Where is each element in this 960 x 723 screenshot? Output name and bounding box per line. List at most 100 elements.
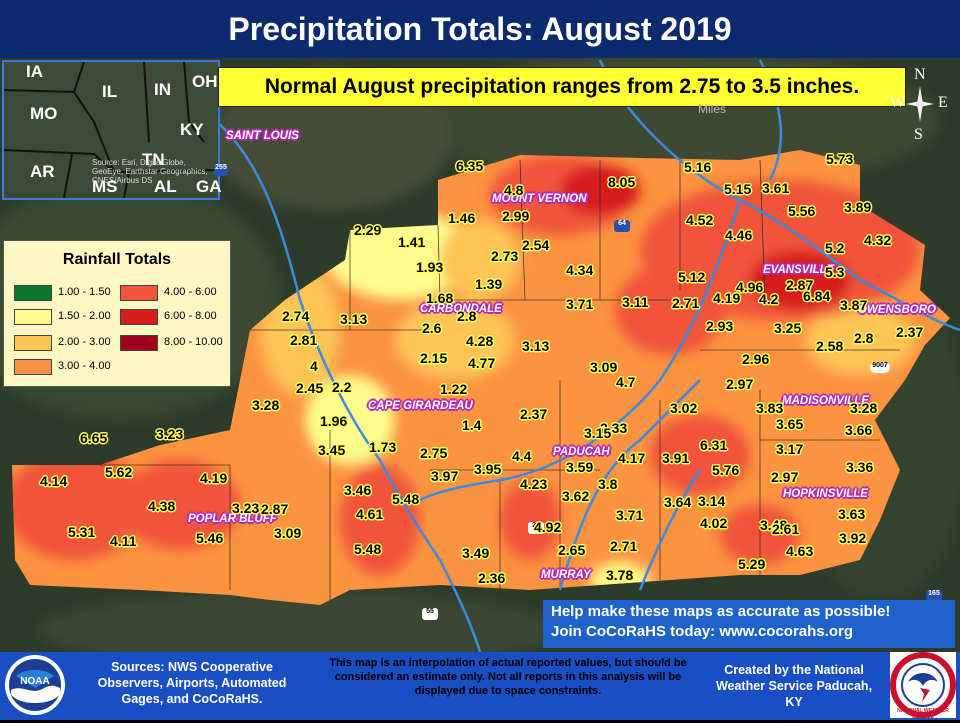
compass-s: S [914, 126, 923, 143]
rainfall-value: 5.76 [712, 462, 740, 478]
cocorahs-banner[interactable]: Help make these maps as accurate as poss… [543, 600, 955, 648]
rainfall-value: 3.62 [562, 488, 590, 504]
rainfall-value: 3.64 [664, 494, 692, 510]
rainfall-value: 4.17 [618, 450, 646, 466]
rainfall-value: 2.99 [502, 208, 530, 224]
rainfall-value: 5.15 [724, 181, 752, 197]
rainfall-value: 1.73 [369, 439, 397, 455]
highway-shield-icon: 255 [214, 164, 228, 176]
rainfall-value: 3.48 [760, 517, 788, 533]
rainfall-value: 3.92 [839, 530, 867, 546]
legend-label: 1.00 - 1.50 [58, 286, 111, 298]
rainfall-value: 5.56 [788, 203, 816, 219]
rainfall-value: 4.19 [713, 290, 741, 306]
rainfall-value: 5.62 [105, 464, 133, 480]
rainfall-value: 2.37 [896, 324, 924, 340]
rainfall-value: 4.61 [356, 506, 384, 522]
rainfall-value: 2.71 [610, 538, 638, 554]
rainfall-value: 3.28 [850, 400, 878, 416]
rainfall-value: 2.8 [457, 308, 477, 324]
nws-logo-text: NATIONAL WEATHER SERVICE [897, 708, 949, 720]
rainfall-value: 2.2 [332, 379, 352, 395]
rainfall-value: 4.77 [468, 355, 496, 371]
legend-swatch [14, 309, 52, 325]
city-label: SAINT LOUIS [226, 130, 299, 142]
rainfall-value: 3.14 [698, 493, 726, 509]
rainfall-value: 2.65 [558, 542, 586, 558]
highway-shield-icon: 55 [422, 608, 438, 620]
rainfall-value: 2.15 [420, 350, 448, 366]
rainfall-value: 4.32 [864, 232, 892, 248]
legend-label: 2.00 - 3.00 [58, 336, 111, 348]
rainfall-value: 3.95 [474, 461, 502, 477]
inset-state-label: GA [196, 177, 222, 196]
footer-sources: Sources: NWS Cooperative Observers, Airp… [97, 660, 287, 706]
rainfall-value: 3.97 [431, 468, 459, 484]
legend-label: 1.50 - 2.00 [58, 310, 111, 322]
noaa-logo-graphic [5, 655, 65, 715]
rainfall-value: 4.02 [700, 515, 728, 531]
rainfall-value: 2.54 [522, 237, 550, 253]
rainfall-value: 3.71 [566, 296, 594, 312]
page-title: Precipitation Totals: August 2019 [0, 0, 960, 58]
noaa-logo-text: NOAA [20, 676, 50, 687]
rainfall-value: 4.92 [534, 519, 562, 535]
rainfall-value: 2.97 [771, 469, 799, 485]
compass-n: N [914, 66, 926, 83]
rainfall-value: 5.73 [826, 151, 854, 167]
rainfall-value: 4 [310, 358, 318, 374]
compass-e: E [938, 94, 948, 111]
inset-state-label: AR [30, 162, 55, 181]
scale-bar-label: Miles [698, 102, 727, 116]
rainfall-value: 5.12 [678, 269, 706, 285]
inset-state-label: IN [154, 80, 171, 99]
rainfall-value: 4.38 [148, 498, 176, 514]
rainfall-value: 6.65 [80, 430, 108, 446]
inset-state-label: IA [26, 62, 43, 81]
inset-locator-map: IA IL IN OH MO KY AR TN MS AL GA Source:… [2, 60, 222, 200]
rainfall-value: 1.22 [440, 381, 468, 397]
rainfall-value: 4.52 [686, 212, 714, 228]
legend-swatch [14, 285, 52, 301]
rainfall-value: 2.96 [742, 351, 770, 367]
city-label: CAPE GIRARDEAU [368, 400, 473, 412]
cocorahs-line1: Help make these maps as accurate as poss… [551, 603, 891, 620]
footer-disclaimer: This map is an interpolation of actual r… [329, 657, 687, 697]
rainfall-value: 4.46 [725, 227, 753, 243]
rainfall-value: 2.71 [672, 295, 700, 311]
rainfall-value: 4.63 [786, 543, 814, 559]
rainfall-value: 2.93 [706, 318, 734, 334]
rainfall-value: 1.46 [448, 210, 476, 226]
rainfall-value: 4.2 [759, 291, 779, 307]
nws-logo-graphic [890, 652, 956, 718]
rainfall-value: 3.66 [845, 422, 873, 438]
inset-state-label: TN [142, 150, 165, 169]
rainfall-value: 5.16 [684, 159, 712, 175]
rainfall-value: 3.28 [252, 397, 280, 413]
rainfall-value: 2.36 [478, 570, 506, 586]
rainfall-value: 3.71 [616, 507, 644, 523]
city-label: EVANSVILLE [763, 264, 835, 276]
rainfall-value: 8.05 [608, 174, 636, 190]
rainfall-value: 5.29 [738, 556, 766, 572]
cocorahs-link[interactable]: Join CoCoRaHS today: www.cocorahs.org [551, 623, 853, 640]
rainfall-value: 4.34 [566, 262, 594, 278]
nws-logo: NATIONAL WEATHER SERVICE [890, 652, 956, 720]
rainfall-value: 3.89 [844, 199, 872, 215]
compass-rose-icon: N S E W [890, 64, 956, 144]
rainfall-value: 3.83 [756, 400, 784, 416]
rainfall-value: 2.73 [491, 248, 519, 264]
rainfall-value: 3.25 [774, 320, 802, 336]
rainfall-value: 4.8 [504, 182, 524, 198]
rainfall-value: 5.31 [68, 524, 96, 540]
footer-credit: Created by the National Weather Service … [715, 663, 873, 709]
rainfall-value: 2.6 [422, 320, 442, 336]
legend-label: 8.00 - 10.00 [164, 336, 223, 348]
legend-title: Rainfall Totals [62, 251, 172, 268]
rainfall-value: 3.09 [274, 525, 302, 541]
highway-shield-icon: 9007 [870, 362, 890, 373]
rainfall-value: 3.36 [846, 459, 874, 475]
rainfall-value: 4.28 [466, 333, 494, 349]
rainfall-value: 4.19 [200, 470, 228, 486]
normal-precip-note: Normal August precipitation ranges from … [218, 67, 906, 107]
